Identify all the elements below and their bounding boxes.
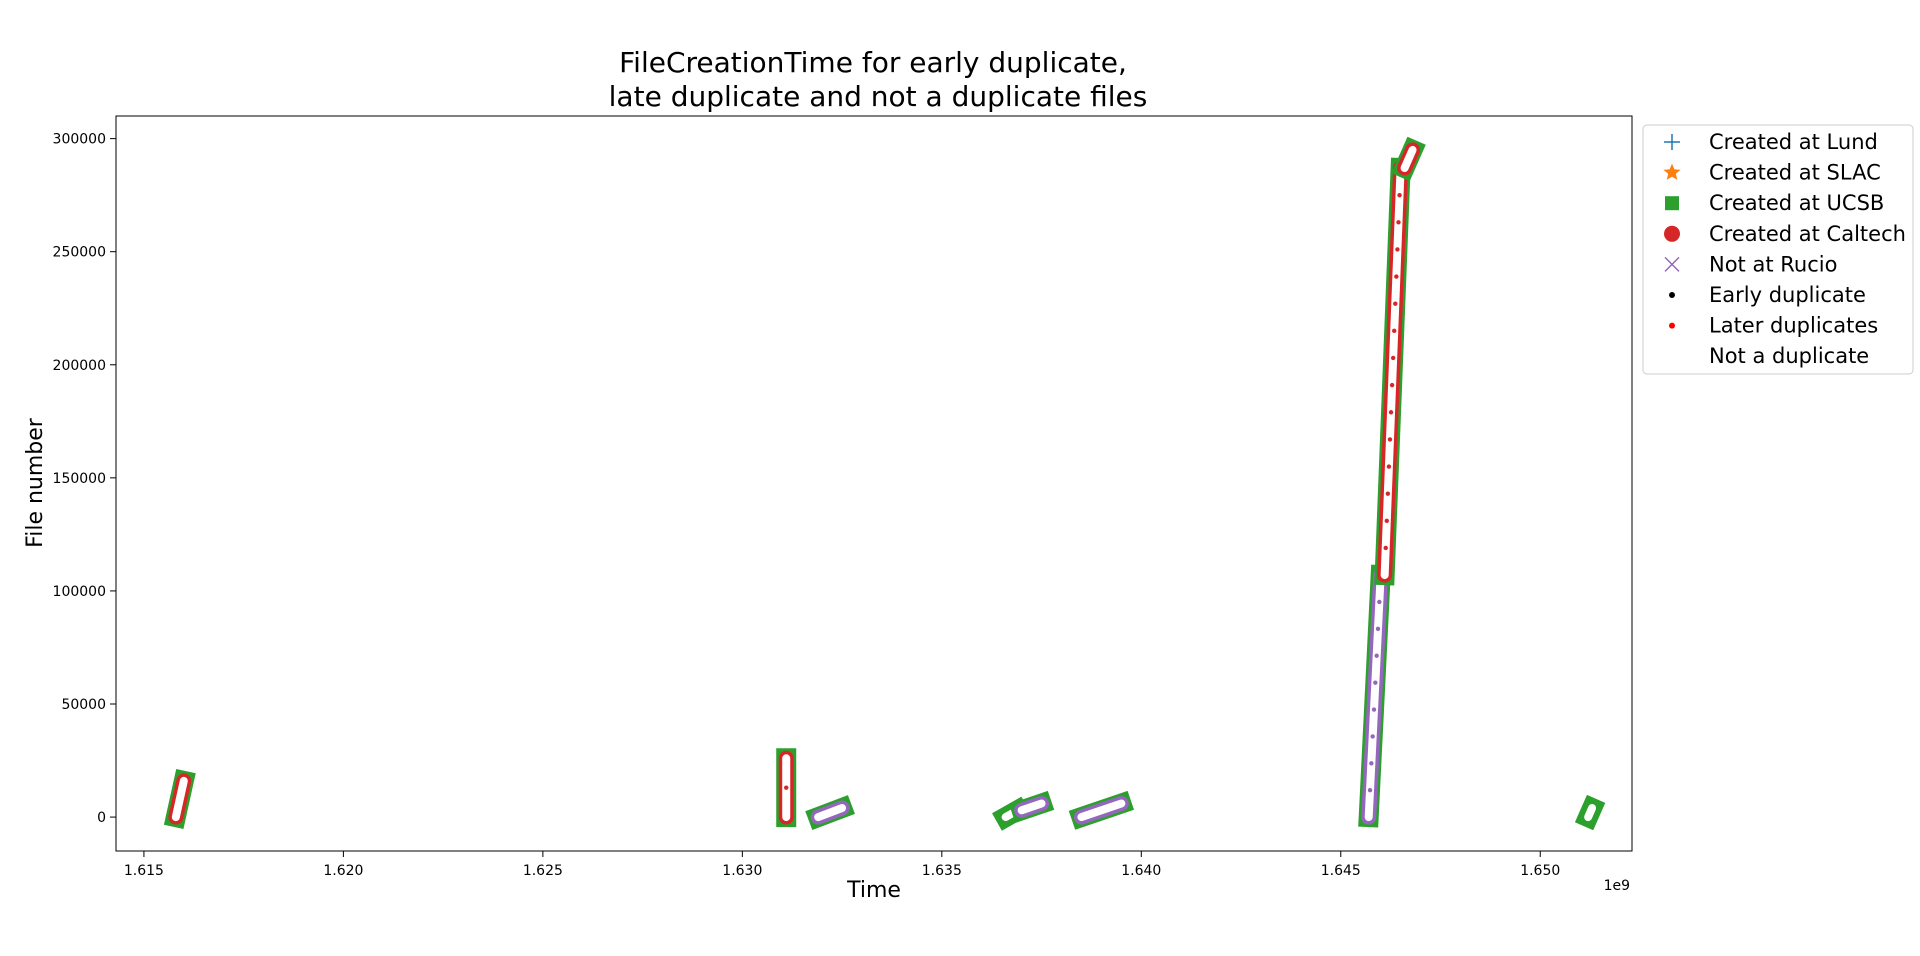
data-cluster (1374, 157, 1411, 586)
legend-label: Created at Lund (1709, 130, 1878, 154)
x-tick-label: 1.615 (124, 863, 164, 879)
legend-entry: Created at Caltech (1664, 222, 1906, 246)
data-cluster (1574, 794, 1606, 831)
x-axis-ticks: 1.615 1.620 1.625 1.630 1.635 1.640 1.645 1.650 (124, 851, 1560, 879)
x-axis-offset-label: 1e9 (1604, 878, 1630, 894)
x-tick-label: 1.620 (323, 863, 363, 879)
duplicate-point (1371, 707, 1377, 712)
duplicate-point (1374, 653, 1379, 658)
plot-frame (115, 115, 1633, 852)
duplicate-point (1396, 220, 1401, 225)
duplicate-point (1384, 518, 1389, 524)
x-tick-label: 1.630 (722, 863, 762, 879)
duplicate-point (1370, 734, 1375, 739)
legend-label: Created at UCSB (1709, 191, 1884, 215)
data-cluster (1358, 564, 1392, 828)
legend-entry: Created at UCSB (1665, 191, 1884, 215)
y-tick-label: 100000 (53, 584, 106, 600)
x-tick-label: 1.640 (1121, 863, 1161, 879)
legend-entry: Later duplicates (1669, 314, 1878, 338)
duplicate-point (1373, 680, 1378, 685)
plus-icon (1664, 134, 1680, 150)
legend-label: Later duplicates (1709, 314, 1878, 338)
duplicate-point (1395, 247, 1400, 252)
legend-entry: Early duplicate (1669, 283, 1866, 307)
duplicate-point (1385, 491, 1391, 496)
legend-label: Created at Caltech (1709, 222, 1906, 246)
duplicate-point (1397, 192, 1402, 198)
star-icon (1663, 163, 1681, 180)
duplicate-point (1390, 355, 1396, 361)
dot-icon (1669, 292, 1675, 298)
legend-entry: Created at Lund (1664, 130, 1878, 154)
square-icon (1665, 196, 1679, 211)
duplicate-point (1394, 274, 1399, 279)
y-axis-ticks: 0 50000 100000 150000 200000 250000 300000 (53, 132, 116, 826)
legend-entry: Not at Rucio (1664, 252, 1837, 276)
circle-icon (1664, 225, 1680, 242)
duplicate-point (1388, 410, 1394, 415)
data-cluster (1391, 136, 1426, 182)
legend-frame (1642, 124, 1914, 375)
y-tick-label: 250000 (53, 245, 106, 261)
not-duplicate-markers (1400, 145, 1417, 173)
y-tick-label: 200000 (53, 358, 106, 374)
not-duplicate-markers (1364, 571, 1385, 822)
duplicate-point (1389, 382, 1395, 388)
y-tick-label: 50000 (61, 697, 106, 713)
duplicate-point (1375, 626, 1381, 632)
x-tick-label: 1.650 (1520, 863, 1560, 879)
duplicate-point (1392, 328, 1397, 334)
data-cluster (1068, 790, 1135, 830)
duplicate-point (1369, 761, 1374, 766)
y-tick-label: 300000 (53, 132, 106, 148)
x-tick-label: 1.625 (523, 863, 563, 879)
legend-label: Early duplicate (1709, 283, 1866, 307)
scatter-points (163, 136, 1606, 831)
data-cluster (163, 768, 196, 829)
not-duplicate-markers (1380, 164, 1405, 580)
legend-entry: Not a duplicate (1709, 344, 1869, 368)
legend: Created at Lund Created at SLAC Created at… (1642, 124, 1914, 375)
data-cluster (805, 795, 855, 830)
not-duplicate-markers (814, 804, 847, 822)
not-duplicate-markers (1077, 799, 1126, 822)
x-icon (1664, 256, 1680, 272)
x-axis-label: Time (846, 878, 901, 903)
dot-icon (1669, 322, 1675, 329)
chart-title-line-2: late duplicate and not a duplicate files (609, 80, 1148, 113)
x-tick-label: 1.635 (922, 863, 962, 879)
duplicate-point (1387, 437, 1393, 442)
not-duplicate-markers (171, 776, 188, 822)
legend-entry: Created at SLAC (1663, 161, 1881, 185)
data-cluster (776, 748, 797, 828)
chart-title-line-1: FileCreationTime for early duplicate, (619, 46, 1127, 79)
not-duplicate-markers (1017, 799, 1046, 815)
x-tick-label: 1.645 (1321, 863, 1361, 879)
y-tick-label: 150000 (53, 471, 106, 487)
duplicate-point (1393, 301, 1398, 306)
y-axis-label: File number (23, 417, 48, 548)
duplicate-point (784, 785, 789, 790)
y-tick-label: 0 (97, 810, 106, 826)
duplicate-point (1377, 599, 1382, 605)
legend-label: Created at SLAC (1709, 161, 1881, 185)
duplicate-point (1386, 464, 1392, 469)
duplicate-point (1383, 545, 1388, 551)
legend-label: Not at Rucio (1709, 252, 1837, 276)
legend-label: Not a duplicate (1709, 344, 1869, 368)
not-duplicate-markers (1584, 804, 1597, 822)
duplicate-point (1367, 787, 1373, 793)
data-cluster (1008, 790, 1055, 823)
